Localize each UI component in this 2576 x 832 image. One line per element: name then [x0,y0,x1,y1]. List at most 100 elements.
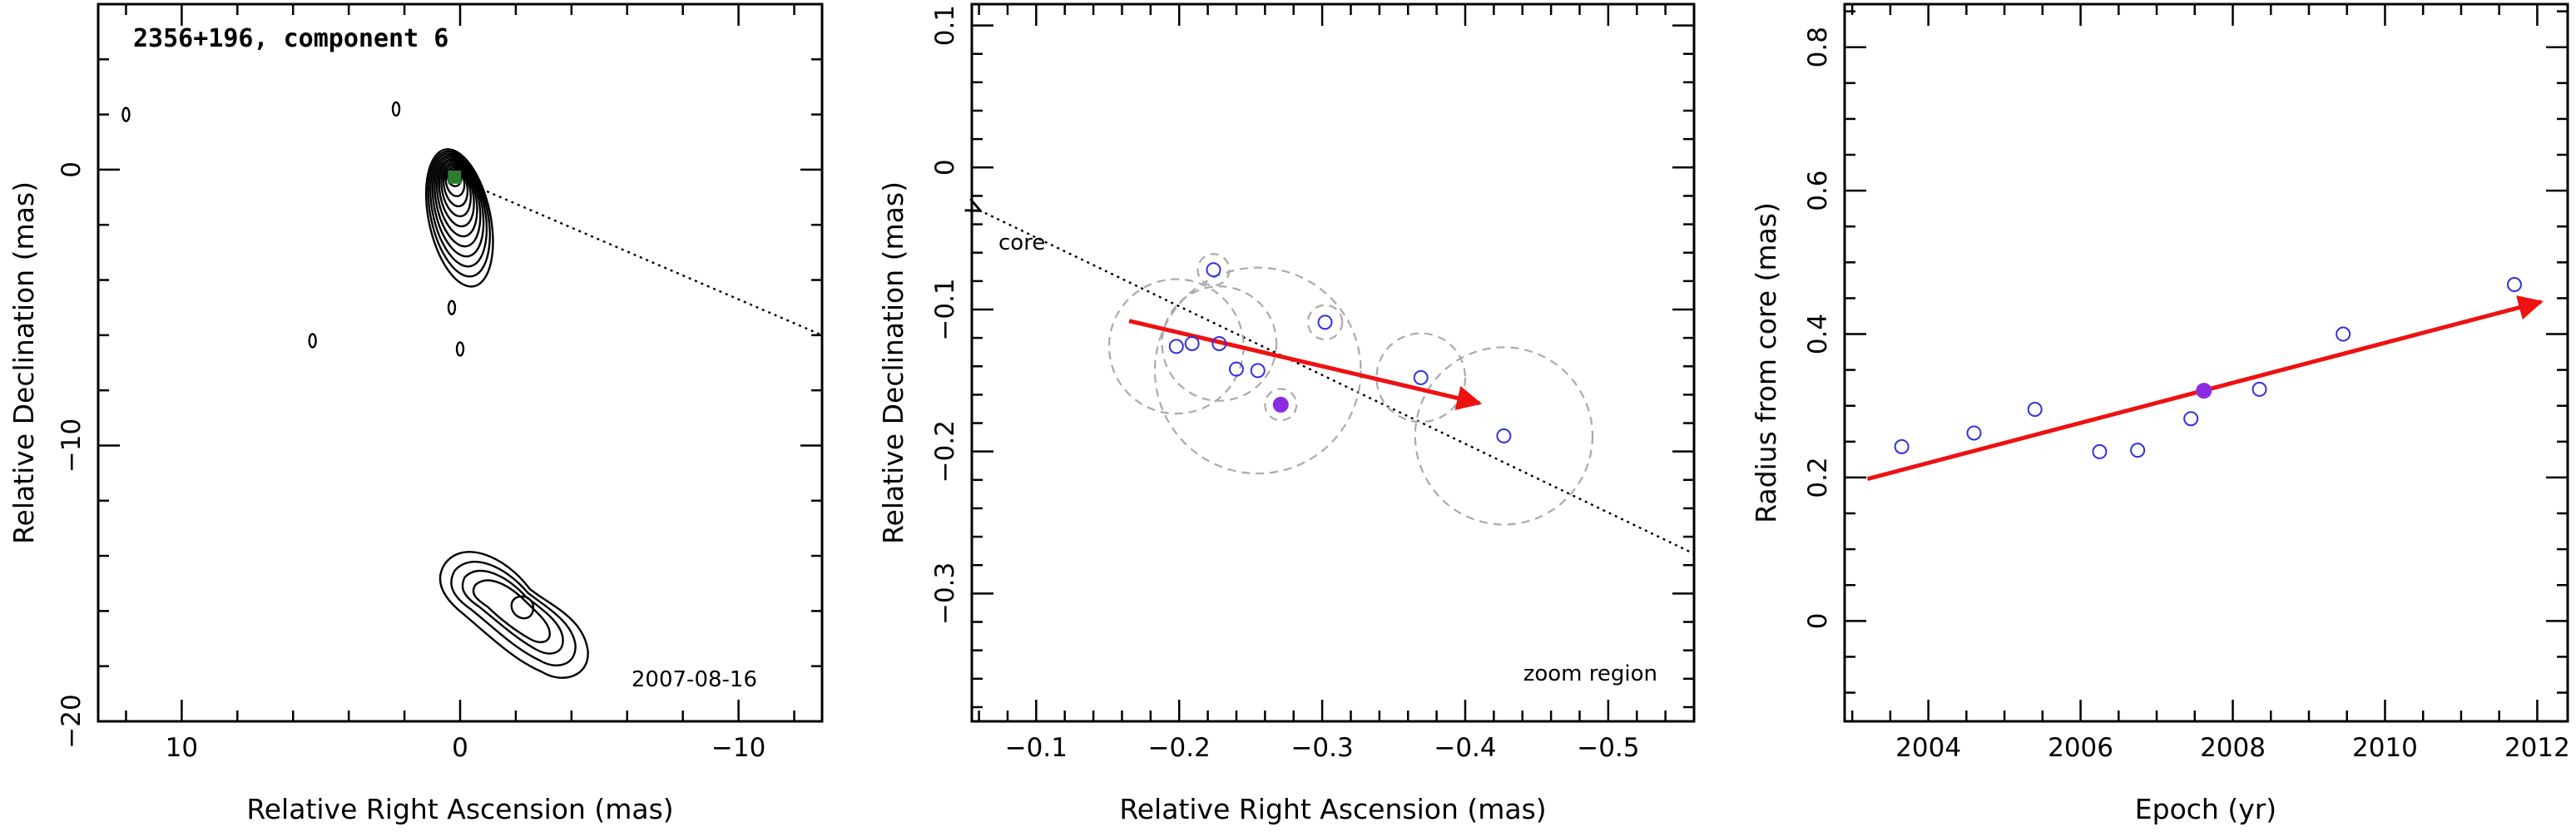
core-contour [431,154,485,258]
core-contour [427,150,491,278]
x-tick-label: 2006 [2048,733,2113,763]
y-tick-label: −0.3 [930,562,960,625]
data-point [1966,425,1982,441]
x-tick-label: 2012 [2504,733,2570,763]
lower-component-contour [472,579,551,643]
trend-arrow [1128,319,1483,411]
x-axis-label: Relative Right Ascension (mas) [1119,793,1546,825]
data-point [1250,363,1266,379]
zoom-region-panel: −0.1 −0.2 −0.3 −0.4 −0.5 0.1 0 −0.1 −0.2 −0.3 cor… [877,2,1696,825]
data-point [2336,326,2351,342]
data-point [2183,411,2199,427]
chart-title: 2356+196, component 6 [133,24,448,53]
zoom-region-label: zoom region [1523,661,1657,686]
y-tick-label: −0.1 [930,278,960,340]
component-size-circle [1414,346,1594,526]
data-point [2130,443,2146,458]
lower-component-contour [438,551,589,679]
small-contour-island [121,106,131,122]
x-tick-label: −0.5 [1577,733,1639,763]
core-contour [438,160,475,228]
scatter-layer [979,210,1695,555]
plot-frame [970,2,1696,723]
small-contour-island [391,101,401,117]
lower-component-contour [461,569,564,655]
scatter-layer [1866,277,2544,482]
x-tick-label: 2008 [2200,733,2266,763]
y-tick-label: 0 [57,161,87,178]
highlight-point [1272,396,1289,413]
core-contour [436,158,478,238]
core-direction-line [979,210,1695,555]
y-tick-label: −10 [57,418,87,473]
core-contour [440,162,472,218]
x-tick-label: −0.2 [1148,733,1211,763]
core-label: core [998,230,1045,255]
data-point [1184,335,1200,351]
y-tick-label: 0 [1803,612,1833,629]
contour-layer [121,101,823,679]
plot-frame [1843,2,2569,723]
data-point [1894,438,1910,454]
y-tick-label: 0 [930,159,960,176]
core-contour [433,156,482,248]
y-tick-label: 0.1 [930,5,960,46]
lower-component-contour [450,561,577,666]
component-size-circle [1161,285,1278,402]
y-tick-label: −20 [57,694,87,748]
component-size-circle [1375,332,1467,423]
core-contour [442,164,469,208]
y-axis-label: Relative Declination (mas) [877,181,909,544]
data-point [2506,277,2522,293]
y-tick-label: 0.6 [1803,170,1833,210]
axis-ticks: 2004 2006 2008 2010 2012 0 0.2 0.4 0.6 0.8 [1803,4,2570,763]
x-axis-label: Relative Right Ascension (mas) [246,793,673,825]
date-label: 2007-08-16 [632,667,757,692]
component-size-circle [1153,266,1362,475]
y-tick-label: 0.8 [1803,27,1833,67]
y-tick-label: 0.4 [1803,314,1833,354]
data-point [2092,443,2108,459]
component-size-circle [1306,304,1344,341]
component-size-circle [1107,278,1245,415]
core-position-marker [448,170,462,184]
data-point [2252,381,2267,397]
y-tick-label: −0.2 [930,420,960,483]
data-point [1317,314,1333,330]
plot-frame [97,2,824,723]
axis-ticks: 10 0 −10 0 −10 −20 [57,2,822,763]
radius-epoch-panel: 2004 2006 2008 2010 2012 0 0.2 0.4 0.6 0.8 Epoch … [1750,2,2570,825]
core-contour [424,148,494,288]
y-axis-label: Radius from core (mas) [1750,202,1782,523]
data-point [1413,369,1429,385]
x-tick-label: 0 [452,733,468,763]
axis-ticks: −0.1 −0.2 −0.3 −0.4 −0.5 0.1 0 −0.1 −0.2 −0.3 [930,4,1696,763]
component-size-circle [1264,388,1298,422]
lower-component-contour [510,595,535,620]
x-tick-label: −0.1 [1005,733,1068,763]
contour-map-panel: 10 0 −10 0 −10 −20 2356+196, component 6 2007… [7,2,824,825]
small-contour-island [455,341,465,357]
x-tick-label: −10 [711,733,765,763]
data-point [1496,428,1512,443]
small-contour-island [308,333,317,349]
x-tick-label: −0.4 [1434,733,1496,763]
core-contour [429,152,488,268]
y-tick-label: 0.2 [1803,457,1833,498]
jet-direction-line [468,182,823,336]
x-tick-label: 2004 [1895,733,1961,763]
highlight-point [2196,383,2212,399]
x-tick-label: 10 [166,733,198,763]
component-size-circle [1196,253,1231,287]
y-axis-label: Relative Declination (mas) [7,181,40,544]
x-tick-label: −0.3 [1290,733,1353,763]
x-tick-label: 2010 [2352,733,2418,763]
x-axis-label: Epoch (yr) [2135,793,2276,825]
small-contour-island [447,300,457,315]
data-point [1168,339,1184,354]
core-contour [444,166,466,198]
data-point [1206,262,1221,278]
data-point [1211,335,1227,351]
data-point [1228,361,1244,377]
